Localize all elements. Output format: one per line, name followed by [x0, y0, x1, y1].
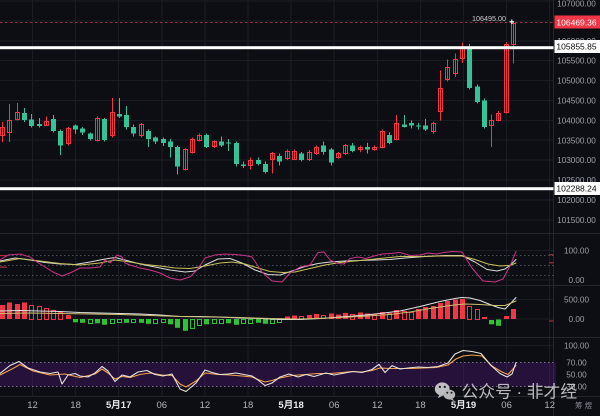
svg-text:102288.24: 102288.24 — [556, 184, 596, 194]
svg-text:103000.00: 103000.00 — [557, 156, 596, 165]
svg-text:50.00: 50.00 — [566, 371, 587, 380]
svg-text:筹 煜: 筹 煜 — [575, 400, 593, 410]
svg-text:12: 12 — [544, 400, 555, 411]
svg-text:5月18: 5月18 — [278, 400, 303, 411]
svg-text:107000.00: 107000.00 — [557, 0, 596, 9]
svg-text:105500.00: 105500.00 — [557, 57, 596, 66]
svg-text:06: 06 — [157, 400, 168, 411]
svg-text:500.00: 500.00 — [564, 296, 589, 305]
svg-text:5月17: 5月17 — [106, 400, 131, 411]
svg-text:06: 06 — [501, 400, 512, 411]
svg-text:104500.00: 104500.00 — [557, 97, 596, 106]
svg-text:105000.00: 105000.00 — [557, 77, 596, 86]
svg-text:18: 18 — [415, 400, 426, 411]
svg-text:12: 12 — [27, 400, 38, 411]
svg-text:30.00: 30.00 — [566, 383, 587, 392]
svg-text:100.00: 100.00 — [564, 342, 589, 351]
svg-text:18: 18 — [243, 400, 254, 411]
svg-text:102500.00: 102500.00 — [557, 176, 596, 185]
svg-text:103500.00: 103500.00 — [557, 136, 596, 145]
svg-text:12: 12 — [372, 400, 383, 411]
svg-text:公众号 · 非才经: 公众号 · 非才经 — [462, 383, 578, 402]
svg-text:106495.00: 106495.00 — [472, 14, 506, 23]
svg-text:105855.85: 105855.85 — [556, 42, 596, 52]
svg-text:18: 18 — [70, 400, 81, 411]
svg-text:5月19: 5月19 — [451, 400, 476, 411]
svg-text:0.00: 0.00 — [569, 315, 585, 324]
svg-text:106469.36: 106469.36 — [556, 17, 596, 27]
svg-text:0.00: 0.00 — [569, 276, 585, 285]
svg-text:101500.00: 101500.00 — [557, 216, 596, 225]
svg-text:104000.00: 104000.00 — [557, 116, 596, 125]
svg-text:70.00: 70.00 — [566, 359, 587, 368]
svg-text:06: 06 — [329, 400, 340, 411]
svg-text:12: 12 — [200, 400, 211, 411]
svg-text:100.00: 100.00 — [564, 247, 589, 256]
svg-text:102000.00: 102000.00 — [557, 196, 596, 205]
